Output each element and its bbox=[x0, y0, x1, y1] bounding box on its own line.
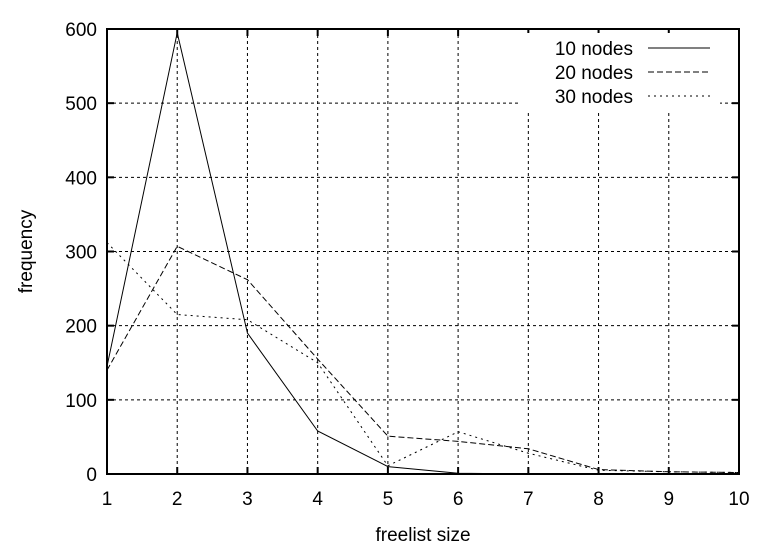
legend-label: 20 nodes bbox=[555, 63, 633, 84]
data-point bbox=[246, 279, 248, 281]
data-point bbox=[457, 431, 459, 433]
series-line-20-nodes bbox=[106, 245, 740, 474]
x-tick-label: 6 bbox=[453, 489, 464, 510]
data-point bbox=[668, 471, 670, 473]
data-point bbox=[527, 448, 529, 450]
y-tick-label: 400 bbox=[65, 168, 97, 189]
legend-background bbox=[520, 33, 720, 113]
x-tick-label: 4 bbox=[312, 489, 323, 510]
data-point bbox=[387, 435, 389, 437]
data-point bbox=[317, 358, 319, 360]
data-point bbox=[176, 245, 178, 247]
data-point bbox=[387, 465, 389, 467]
x-tick-label: 8 bbox=[593, 489, 604, 510]
y-tick-label: 0 bbox=[86, 465, 97, 486]
data-point bbox=[246, 332, 248, 334]
legend-label: 10 nodes bbox=[555, 39, 633, 60]
x-tick-label: 9 bbox=[663, 489, 674, 510]
y-tick-label: 500 bbox=[65, 94, 97, 115]
x-tick-label: 5 bbox=[383, 489, 394, 510]
data-point bbox=[176, 32, 178, 34]
data-point bbox=[598, 469, 600, 471]
series-line-30-nodes bbox=[106, 242, 740, 474]
plot-frame bbox=[106, 28, 740, 475]
legend-label: 30 nodes bbox=[555, 87, 633, 108]
x-tick-label: 10 bbox=[728, 489, 749, 510]
y-axis-label: frequency bbox=[16, 209, 37, 293]
y-tick-label: 600 bbox=[65, 20, 97, 41]
data-point bbox=[317, 362, 319, 364]
y-tick-label: 100 bbox=[65, 391, 97, 412]
data-point bbox=[457, 440, 459, 442]
x-axis-label: freelist size bbox=[375, 525, 470, 546]
x-tick-label: 3 bbox=[242, 489, 253, 510]
data-point bbox=[317, 430, 319, 432]
y-tick-label: 200 bbox=[65, 317, 97, 338]
data-point bbox=[246, 319, 248, 321]
data-point bbox=[176, 314, 178, 316]
x-tick-label: 1 bbox=[102, 489, 113, 510]
y-tick-label: 300 bbox=[65, 243, 97, 264]
x-tick-label: 2 bbox=[172, 489, 183, 510]
data-point bbox=[527, 452, 529, 454]
x-tick-label: 7 bbox=[523, 489, 534, 510]
